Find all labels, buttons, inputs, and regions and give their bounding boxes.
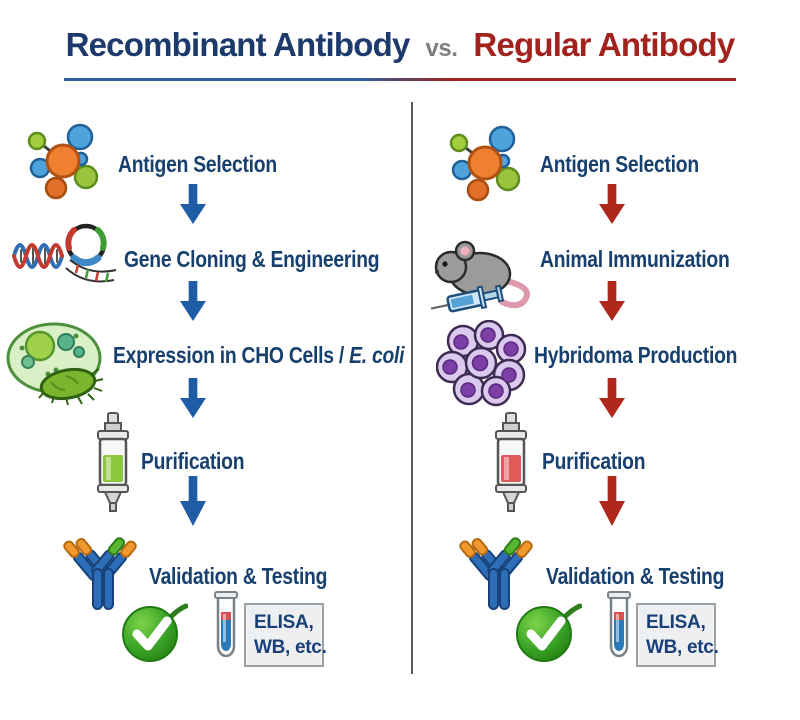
step-label-italic: E. coli <box>349 342 405 368</box>
tests-line2: WB, etc. <box>254 637 327 658</box>
step-label: Gene Cloning & Engineering <box>124 246 380 272</box>
arrow-down-icon <box>180 281 206 321</box>
tests-box: ELISA, WB, etc. <box>244 603 327 667</box>
title-regular: Regular Antibody <box>473 26 735 63</box>
title-underline <box>64 78 736 81</box>
step-label: Validation & Testing <box>149 563 328 589</box>
purification-column-red-icon <box>486 411 536 513</box>
test-tube-icon <box>211 590 241 670</box>
arrow-down-icon <box>599 184 625 224</box>
tests-line2: WB, etc. <box>646 637 719 658</box>
step-label: Antigen Selection <box>118 151 277 177</box>
cho-cell-ecoli-icon <box>6 318 112 408</box>
arrow-down-icon <box>599 476 625 526</box>
arrow-down-icon <box>599 378 625 418</box>
title-recombinant: Recombinant Antibody <box>65 26 411 63</box>
antigen-molecule-icon <box>444 120 528 204</box>
mouse-syringe-icon <box>428 222 540 314</box>
title-vs: vs. <box>425 35 458 62</box>
step-label: Antigen Selection <box>540 151 699 177</box>
step-label-main: Expression in CHO Cells / <box>113 342 350 368</box>
arrow-down-icon <box>180 476 206 526</box>
tests-line1: ELISA, <box>254 612 314 633</box>
step-label: Animal Immunization <box>540 246 730 272</box>
step-label: Hybridoma Production <box>534 342 738 368</box>
arrow-down-icon <box>599 281 625 321</box>
column-divider <box>411 102 413 674</box>
step-label: Expression in CHO Cells / E. coli <box>113 340 404 370</box>
tests-line1: ELISA, <box>646 612 706 633</box>
step-label: Purification <box>542 448 646 474</box>
tests-box: ELISA, WB, etc. <box>636 603 719 667</box>
purification-column-green-icon <box>88 411 138 513</box>
arrow-down-icon <box>180 184 206 224</box>
hybridoma-cells-icon <box>436 320 528 412</box>
checkmark-icon <box>120 600 188 664</box>
step-label: Validation & Testing <box>546 563 725 589</box>
page-title: Recombinant Antibody vs. Regular Antibod… <box>0 26 800 64</box>
antigen-molecule-icon <box>22 118 106 202</box>
dna-plasmid-icon <box>12 222 118 296</box>
step-label: Purification <box>141 448 245 474</box>
arrow-down-icon <box>180 378 206 418</box>
checkmark-icon <box>514 600 582 664</box>
test-tube-icon <box>604 590 634 670</box>
